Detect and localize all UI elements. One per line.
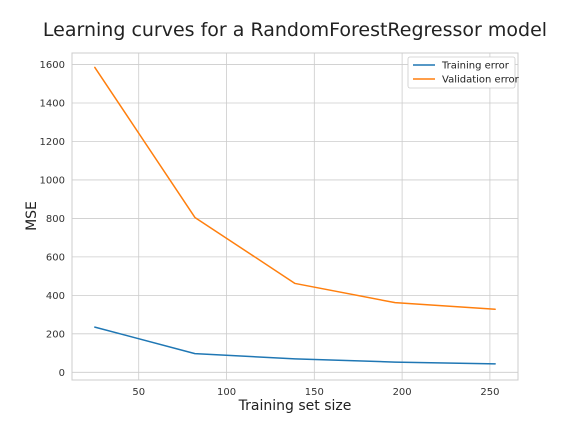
legend-label-training: Training error [441, 61, 510, 72]
y-tick-label: 1000 [40, 175, 65, 186]
y-tick-label: 1200 [40, 137, 65, 148]
x-axis-label: Training set size [238, 398, 352, 414]
x-tick-label: 250 [480, 387, 499, 398]
x-tick-label: 200 [393, 387, 412, 398]
legend: Training error Validation error [407, 56, 520, 89]
legend-label-validation: Validation error [442, 75, 520, 86]
y-tick-label: 600 [46, 252, 65, 263]
tick-labels: 50 100 150 200 250 0 200 400 600 800 1000 1200 1400 1… [40, 60, 500, 398]
y-tick-label: 800 [46, 214, 65, 225]
x-tick-label: 50 [132, 387, 145, 398]
y-tick-label: 1400 [40, 99, 65, 110]
grid-lines [72, 53, 518, 380]
x-tick-label: 100 [217, 387, 236, 398]
plot-area [72, 53, 518, 380]
series-line-training-error [94, 326, 496, 365]
y-axis-label: MSE [24, 201, 40, 231]
x-tick-label: 150 [305, 387, 324, 398]
chart-title: Learning curves for a RandomForestRegres… [43, 19, 547, 41]
series-line-validation-error [94, 66, 496, 310]
plot-border [71, 52, 519, 381]
series-lines [94, 66, 496, 365]
y-tick-label: 0 [59, 368, 65, 379]
y-tick-label: 400 [46, 291, 65, 302]
y-tick-label: 1600 [40, 60, 65, 71]
y-tick-label: 200 [46, 329, 65, 340]
